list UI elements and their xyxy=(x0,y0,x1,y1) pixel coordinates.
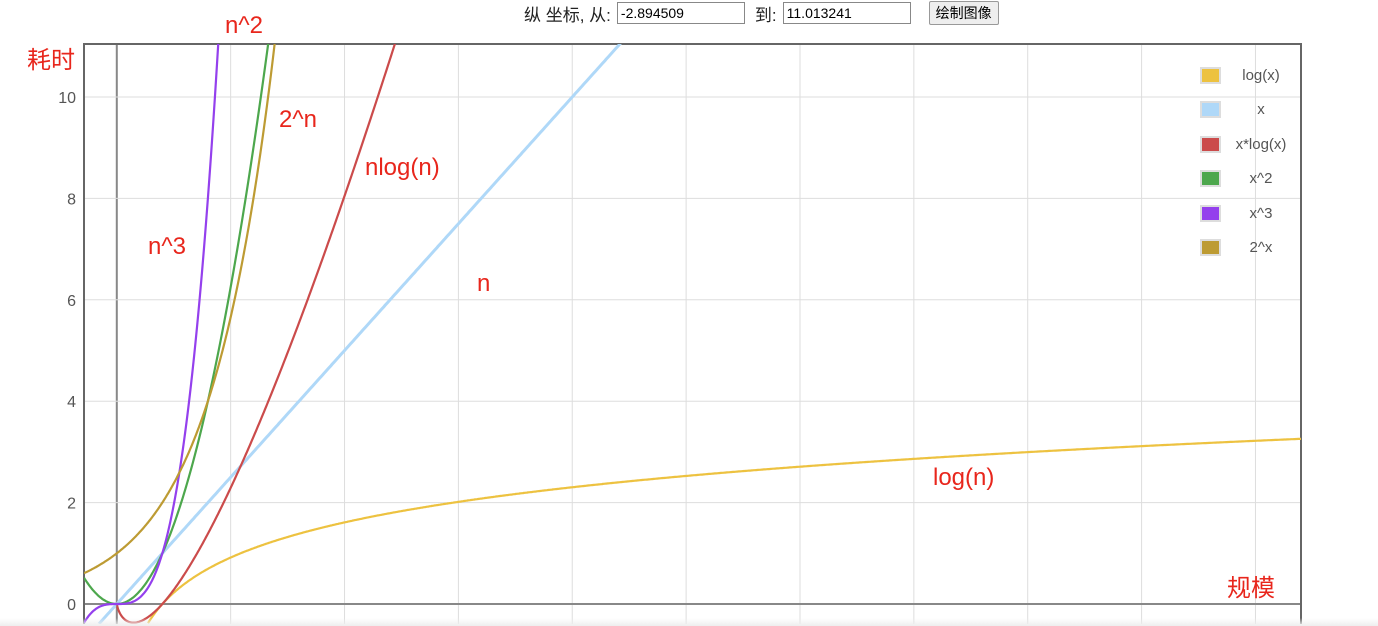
legend-item: log(x) xyxy=(1200,58,1295,93)
plot-frame xyxy=(83,43,1302,624)
y-tick-label: 10 xyxy=(58,90,76,107)
2n-annotation: 2^n xyxy=(279,106,317,133)
series-line-x xyxy=(97,44,622,624)
legend-swatch xyxy=(1200,239,1221,257)
logn-annotation: log(n) xyxy=(933,464,995,491)
range-controls: 纵 坐标, 从: 到: 绘制图像 xyxy=(524,0,999,26)
x-axis-annotation: 规模 xyxy=(1227,575,1275,602)
y-tick-label: 0 xyxy=(67,597,76,614)
series-line-2^x xyxy=(84,44,276,575)
legend-item: x^3 xyxy=(1200,196,1295,231)
legend-label: x*log(x) xyxy=(1235,135,1287,153)
legend-swatch xyxy=(1200,101,1221,119)
legend-item: x*log(x) xyxy=(1200,127,1295,162)
legend-label: log(x) xyxy=(1242,66,1280,84)
legend-swatch xyxy=(1200,135,1221,153)
legend-label: x^2 xyxy=(1249,170,1273,188)
y-tick-label: 4 xyxy=(67,394,76,411)
n2-annotation: n^2 xyxy=(225,12,263,39)
nlogn-annotation: nlog(n) xyxy=(365,154,440,181)
legend-swatch xyxy=(1200,170,1221,188)
to-label: 到: xyxy=(754,5,777,25)
legend-label: 2^x xyxy=(1249,239,1273,257)
legend-item: x^2 xyxy=(1200,162,1295,197)
legend: log(x) x x*log(x) x^2 x^3 2^x xyxy=(1200,58,1295,265)
y-axis-annotation: 耗时 xyxy=(27,47,75,74)
n3-annotation: n^3 xyxy=(148,233,186,260)
y-from-input[interactable] xyxy=(616,2,745,24)
legend-item: x xyxy=(1200,93,1295,128)
series-line-log(x) xyxy=(147,437,1301,624)
legend-swatch xyxy=(1200,204,1221,222)
draw-button[interactable]: 绘制图像 xyxy=(928,1,999,25)
y-tick-label: 6 xyxy=(67,293,76,310)
legend-label: x^3 xyxy=(1249,204,1273,222)
y-tick-label: 8 xyxy=(67,191,76,208)
series-line-x^3 xyxy=(84,44,220,624)
y-to-input[interactable] xyxy=(782,2,911,24)
series-line-x*log(x) xyxy=(115,44,397,624)
page-edge xyxy=(0,618,1378,626)
n-annotation: n xyxy=(477,270,491,297)
series-line-x^2 xyxy=(84,44,270,606)
legend-item: 2^x xyxy=(1200,231,1295,266)
legend-swatch xyxy=(1200,66,1221,84)
legend-label: x xyxy=(1257,101,1265,119)
from-label: 纵 坐标, 从: xyxy=(524,5,611,25)
y-tick-label: 2 xyxy=(67,496,76,513)
